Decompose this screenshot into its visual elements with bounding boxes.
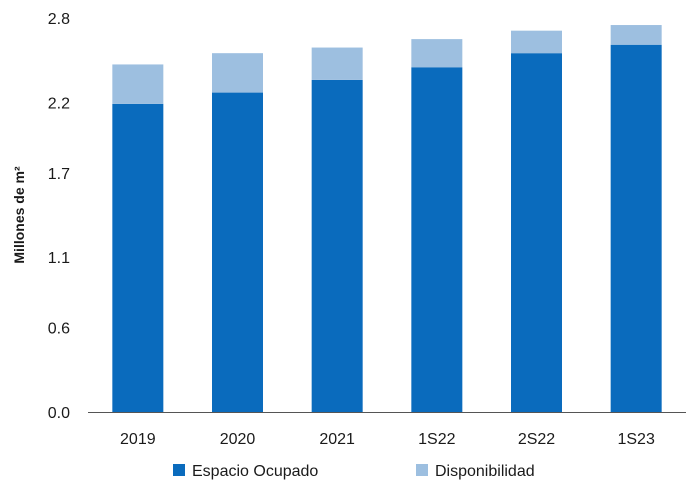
bar-disponibilidad-1s22 [411,39,463,68]
legend: Espacio Ocupado Disponibilidad [173,463,535,480]
bar-espacio-ocupado-1s23 [610,44,662,412]
bar-espacio-ocupado-2s22 [511,53,562,413]
bar-disponibilidad-2020 [212,53,263,93]
bar-espacio-ocupado-1s22 [411,67,463,412]
y-tick-label: 2.2 [48,95,70,112]
y-axis-ticks: 0.0 0.6 1.1 1.7 2.2 2.8 [48,11,70,422]
y-tick-label: 2.8 [48,11,70,28]
y-tick-label: 0.6 [48,321,70,338]
x-tick-label: 1S23 [617,431,654,448]
y-tick-label: 1.1 [48,250,70,267]
x-tick-label: 2019 [120,431,156,448]
bars [112,25,662,413]
x-tick-label: 2021 [319,431,355,448]
bar-disponibilidad-2021 [311,47,363,80]
x-axis-ticks: 2019 2020 2021 1S22 2S22 1S23 [120,431,655,448]
bar-disponibilidad-2s22 [511,30,562,54]
legend-label: Disponibilidad [435,463,535,480]
legend-swatch [173,464,185,476]
bar-disponibilidad-2019 [112,64,164,104]
x-tick-label: 1S22 [418,431,455,448]
bar-espacio-ocupado-2021 [311,79,363,413]
legend-label: Espacio Ocupado [192,463,318,480]
y-axis-label: Millones de m² [11,166,27,264]
bar-disponibilidad-1s23 [610,25,662,45]
x-tick-label: 2S22 [518,431,555,448]
bar-espacio-ocupado-2020 [212,92,263,412]
legend-swatch [416,464,428,476]
bar-espacio-ocupado-2019 [112,103,164,412]
x-tick-label: 2020 [220,431,256,448]
y-tick-label: 1.7 [48,166,70,183]
y-tick-label: 0.0 [48,405,70,422]
